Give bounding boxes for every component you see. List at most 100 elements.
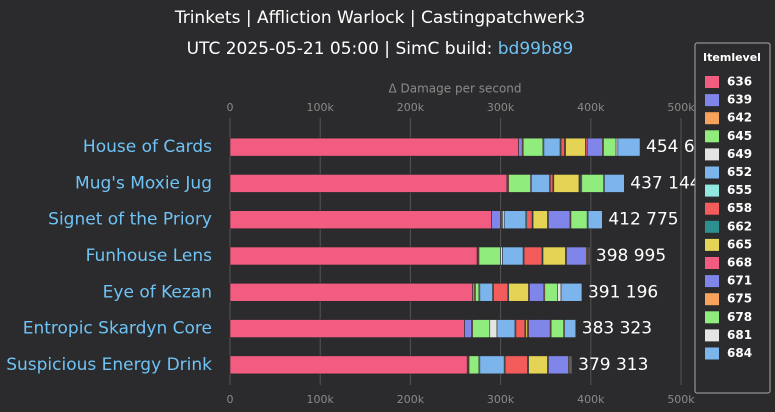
- bar-segment: [560, 137, 565, 157]
- bar-segment: [586, 137, 603, 157]
- legend-swatch: [705, 329, 719, 342]
- x-tick-label-bottom: 300k: [487, 393, 515, 406]
- chart-title: Trinkets | Affliction Warlock | Castingp…: [174, 8, 585, 28]
- legend-label: 681: [727, 328, 752, 342]
- bar-segment: [570, 210, 588, 230]
- bar-segment: [229, 137, 519, 157]
- category-label: House of Cards: [83, 137, 212, 157]
- bar-segment: [515, 319, 526, 338]
- subtitle-text: UTC 2025-05-21 05:00 | SimC build:: [187, 39, 498, 59]
- x-tick-label-bottom: 0: [227, 393, 234, 406]
- bar-segment: [603, 137, 617, 157]
- total-label: 437 144: [630, 173, 700, 193]
- bar-segment: [523, 246, 543, 266]
- total-label: 398 995: [596, 246, 666, 266]
- legend-label: 662: [727, 219, 752, 233]
- legend-label: 658: [727, 201, 752, 215]
- legend-label: 665: [727, 237, 752, 251]
- bar-segment: [508, 282, 529, 302]
- bar-segment: [564, 319, 577, 338]
- bar-segment: [475, 282, 480, 302]
- bar-segment: [229, 174, 508, 193]
- legend-swatch: [705, 184, 719, 197]
- bar-segment: [489, 319, 498, 338]
- bar-segment: [566, 246, 587, 266]
- legend-swatch: [705, 202, 719, 215]
- bar-segment: [530, 174, 550, 193]
- bar-segment: [229, 319, 465, 338]
- bar-segment: [543, 137, 561, 157]
- legend-label: 639: [727, 93, 752, 107]
- legend-label: 675: [727, 292, 752, 306]
- bar-segment: [229, 210, 492, 230]
- legend-label: 645: [727, 129, 752, 143]
- bar-segment: [528, 355, 548, 375]
- total-label: 383 323: [582, 319, 652, 339]
- bar-segment: [518, 137, 523, 157]
- legend-label: 652: [727, 165, 752, 179]
- bar-segment: [570, 355, 573, 375]
- legend-swatch: [705, 257, 719, 269]
- bar-segment: [504, 355, 528, 375]
- bar-segment: [544, 282, 558, 302]
- bar-segment: [560, 282, 583, 302]
- category-label: Signet of the Priory: [48, 210, 212, 230]
- x-tick-label-top: 300k: [487, 101, 515, 114]
- bar-segment: [550, 319, 565, 338]
- bar-segment: [588, 246, 591, 266]
- x-tick-label-top: 500k: [667, 101, 695, 114]
- bar-segment: [557, 282, 562, 302]
- bar-segment: [587, 210, 603, 230]
- legend-swatch: [705, 238, 719, 251]
- total-label: 379 313: [578, 355, 648, 375]
- bar-segment: [532, 210, 548, 230]
- legend-label: 684: [727, 346, 752, 360]
- category-label: Mug's Moxie Jug: [75, 173, 212, 193]
- legend-title: Itemlevel: [703, 51, 761, 64]
- x-tick-label-top: 400k: [577, 101, 605, 114]
- legend-swatch: [705, 112, 719, 125]
- category-label: Suspicious Energy Drink: [6, 355, 212, 375]
- total-label: 454 6: [646, 137, 695, 157]
- x-tick-label-bottom: 200k: [397, 393, 425, 406]
- legend-label: 636: [727, 75, 752, 89]
- legend-swatch: [705, 148, 719, 161]
- x-tick-label-top: 0: [227, 101, 234, 114]
- bar-segment: [553, 174, 580, 193]
- legend-swatch: [705, 275, 719, 288]
- total-label: 391 196: [588, 282, 658, 302]
- bar-segment: [479, 282, 493, 302]
- x-tick-label-bottom: 500k: [667, 393, 695, 406]
- category-label: Entropic Skardyn Core: [23, 319, 212, 339]
- category-label: Eye of Kezan: [103, 282, 212, 302]
- bar-segment: [229, 246, 478, 266]
- build-link[interactable]: bd99b89: [498, 39, 574, 59]
- legend-swatch: [705, 166, 719, 179]
- bar-segment: [478, 246, 501, 266]
- legend-swatch: [705, 130, 719, 143]
- bar-segment: [549, 174, 554, 193]
- total-label: 412 775: [608, 210, 678, 230]
- category-label: Funhouse Lens: [86, 246, 212, 266]
- bar-segment: [528, 319, 551, 338]
- x-tick-label-top: 200k: [397, 101, 425, 114]
- bar-segment: [493, 282, 509, 302]
- legend-swatch: [705, 94, 719, 107]
- legend-swatch: [705, 293, 719, 306]
- bar-segment: [472, 319, 491, 338]
- legend-label: 678: [727, 310, 752, 324]
- chart-subtitle: UTC 2025-05-21 05:00 | SimC build: bd99b…: [187, 39, 574, 59]
- x-tick-label-bottom: 400k: [577, 393, 605, 406]
- legend-swatch: [705, 76, 719, 88]
- bar-segment: [503, 210, 527, 230]
- legend-label: 655: [727, 183, 752, 197]
- bar-segment: [604, 174, 625, 193]
- x-tick-label-bottom: 100k: [307, 393, 335, 406]
- bar-segment: [526, 210, 533, 230]
- legend-swatch: [705, 311, 719, 324]
- legend-label: 649: [727, 147, 752, 161]
- bar-segment: [229, 282, 473, 302]
- bar-segment: [565, 137, 586, 157]
- bar-segment: [548, 355, 569, 375]
